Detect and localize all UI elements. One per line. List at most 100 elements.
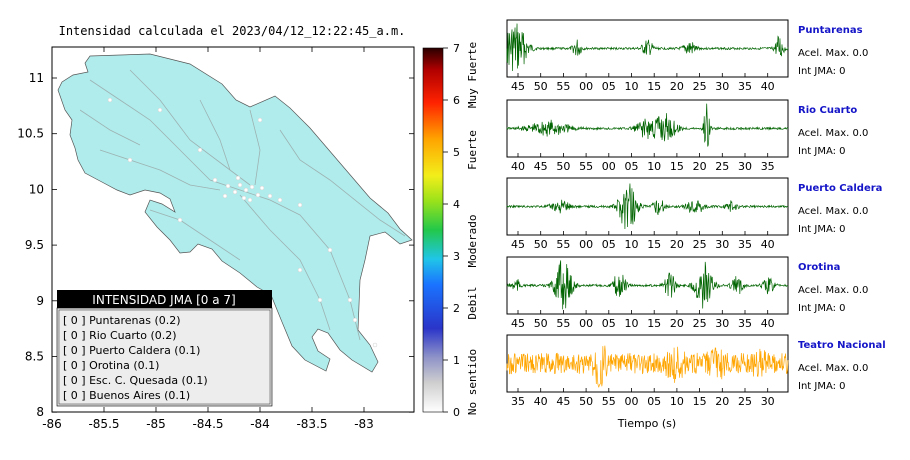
- seismogram-tick-label: 45: [511, 80, 525, 93]
- legend-inner-box: [58, 309, 271, 405]
- colorbar-tick-label: 6: [453, 94, 460, 107]
- seismogram-tick-label: 05: [602, 80, 616, 93]
- legend-item: [ 0 ] Orotina (0.1): [63, 359, 159, 372]
- colorbar-tick-label: 0: [453, 406, 460, 419]
- seismogram-tick-label: 20: [670, 80, 684, 93]
- map-title: Intensidad calculada el 2023/04/12_12:22…: [59, 24, 406, 38]
- station-accel: Acel. Max. 0.0: [798, 48, 868, 59]
- seismogram-rio-cuarto: 40 45 50 55 00 05 10 15 20 25 30 35 Rio Cuarto Acel. …: [506, 99, 868, 173]
- colorbar-tick-label: 4: [453, 198, 460, 211]
- station-accel: Acel. Max. 0.0: [798, 128, 868, 139]
- station-accel: Acel. Max. 0.0: [798, 363, 868, 374]
- legend-header-bg: [57, 290, 272, 308]
- seismogram-tick-label: 55: [556, 317, 570, 330]
- seismogram-tick-label: 50: [534, 317, 548, 330]
- seismogram-tick-label: 55: [556, 238, 570, 251]
- seismogram-tick-label: 25: [715, 160, 729, 173]
- seismogram-tick-label: 25: [693, 317, 707, 330]
- seismogram-tick-label: 10: [625, 80, 639, 93]
- map-x-tick-label: -85.5: [88, 417, 119, 431]
- time-axis-label: Tiempo (s): [617, 417, 676, 430]
- station-name: Puntarenas: [798, 25, 863, 36]
- station-jma: Int JMA: 0: [798, 381, 846, 392]
- seismogram-tick-label: 00: [579, 317, 593, 330]
- costa-rica-landmass: [57, 53, 413, 373]
- map-y-tick-label: 8.5: [25, 350, 44, 364]
- legend-title: INTENSIDAD JMA [0 a 7]: [92, 293, 235, 307]
- road-network: [79, 69, 406, 341]
- seismogram-tick-label: 55: [602, 395, 616, 408]
- seismogram-tick-label: 00: [602, 160, 616, 173]
- seismogram-tick-label: 40: [761, 80, 775, 93]
- seismogram-puntarenas: 45 50 55 00 05 10 15 20 25 30 35 40 Puntarenas Acel. …: [506, 19, 868, 93]
- seismogram-tick-label: 55: [579, 160, 593, 173]
- colorbar-label: Moderado: [466, 215, 479, 268]
- colorbar-labels: No sentido Debil Moderado Fuerte Muy Fuerte: [466, 42, 479, 415]
- seismogram-tick-label: 40: [761, 238, 775, 251]
- map-x-ticks: -86 -85.5 -85 -84.5 -84 -83.5 -83: [42, 47, 374, 431]
- seismogram-tick-label: 05: [625, 160, 639, 173]
- seismogram-tick-label: 10: [625, 317, 639, 330]
- seismogram-tick-label: 00: [579, 80, 593, 93]
- map-x-tick-label: -83: [354, 417, 374, 431]
- seismogram-tick-label: 15: [670, 160, 684, 173]
- seismogram-tick-label: 05: [602, 317, 616, 330]
- seismogram-tick-label: 15: [647, 317, 661, 330]
- station-jma: Int JMA: 0: [798, 303, 846, 314]
- map-x-tick-label: -83.5: [296, 417, 327, 431]
- map-x-tick-label: -86: [42, 417, 62, 431]
- seismogram-waveform: [506, 345, 789, 388]
- station-name: Teatro Nacional: [798, 340, 886, 351]
- seismogram-tick-label: 45: [556, 395, 570, 408]
- seismogram-tick-label: 35: [738, 317, 752, 330]
- seismogram-tick-label: 50: [534, 80, 548, 93]
- seismogram-tick-label: 15: [647, 238, 661, 251]
- seismogram-tick-label: 35: [738, 80, 752, 93]
- seismogram-tick-label: 25: [693, 238, 707, 251]
- seismogram-tick-label: 30: [738, 160, 752, 173]
- station-jma: Int JMA: 0: [798, 66, 846, 77]
- seismogram-tick-label: 05: [647, 395, 661, 408]
- seismogram-teatro-nacional: 35 40 45 50 55 00 05 10 15 20 25 30 Teatro Nacional A…: [506, 334, 886, 408]
- seismogram-tick-label: 10: [625, 238, 639, 251]
- map-x-tick-label: -85: [146, 417, 166, 431]
- colorbar-tick-label: 5: [453, 146, 460, 159]
- seismogram-tick-label: 15: [693, 395, 707, 408]
- seismogram-tick-label: 55: [556, 80, 570, 93]
- seismogram-tick-label: 40: [761, 317, 775, 330]
- seismogram-tick-label: 30: [761, 395, 775, 408]
- seismogram-puerto-caldera: 45 50 55 00 05 10 15 20 25 30 35 40 Puerto Caldera Ac…: [506, 177, 882, 251]
- seismogram-tick-label: 25: [693, 80, 707, 93]
- legend-item: [ 0 ] Buenos Aires (0.1): [63, 389, 190, 402]
- station-jma: Int JMA: 0: [798, 224, 846, 235]
- colorbar-tick-label: 2: [453, 302, 460, 315]
- legend-item: [ 0 ] Rio Cuarto (0.2): [63, 329, 177, 342]
- seismogram-tick-label: 35: [761, 160, 775, 173]
- station-name: Orotina: [798, 262, 840, 273]
- seismogram-tick-label: 25: [738, 395, 752, 408]
- map-y-tick-label: 10: [29, 182, 44, 196]
- seismogram-tick-label: 20: [670, 238, 684, 251]
- legend-item: [ 0 ] Puntarenas (0.2): [63, 314, 181, 327]
- station-markers: [107, 97, 378, 348]
- seismogram-tick-label: 00: [579, 238, 593, 251]
- seismogram-tick-label: 45: [511, 317, 525, 330]
- seismogram-waveform: [506, 103, 789, 147]
- map-x-tick-label: -84: [250, 417, 270, 431]
- seismogram-orotina: 45 50 55 00 05 10 15 20 25 30 35 40 Orotina Acel. Max…: [506, 256, 868, 330]
- colorbar-tick-label: 7: [453, 42, 460, 55]
- seismogram-tick-label: 40: [534, 395, 548, 408]
- colorbar-tick-label: 1: [453, 354, 460, 367]
- station-name: Puerto Caldera: [798, 183, 882, 194]
- seismogram-tick-label: 20: [670, 317, 684, 330]
- seismogram-tick-label: 50: [579, 395, 593, 408]
- seismogram-waveform: [506, 183, 789, 229]
- seismogram-tick-label: 10: [670, 395, 684, 408]
- seismogram-tick-label: 10: [647, 160, 661, 173]
- map-x-tick-label: -84.5: [192, 417, 223, 431]
- seismogram-panels: 45 50 55 00 05 10 15 20 25 30 35 40 Puntarenas Acel. …: [506, 19, 886, 408]
- station-accel: Acel. Max. 0.0: [798, 285, 868, 296]
- seismogram-waveform: [506, 260, 789, 310]
- seismogram-tick-label: 45: [511, 238, 525, 251]
